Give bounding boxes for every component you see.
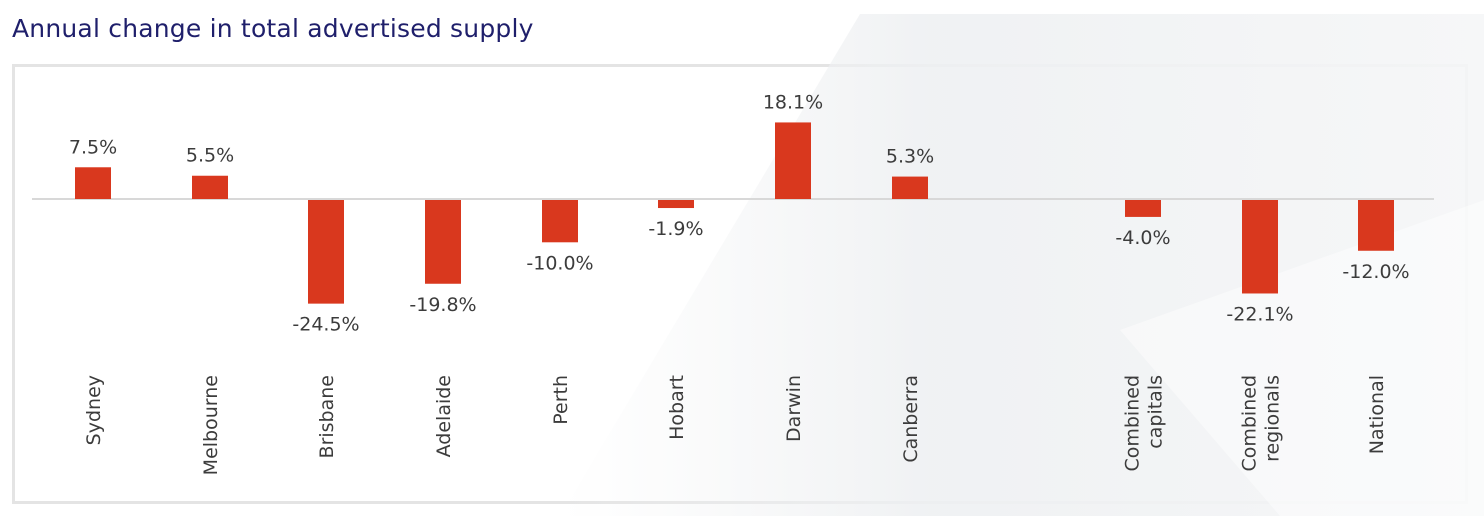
category-label: capitals [1145,375,1167,449]
bar [1125,200,1161,217]
value-label: 18.1% [763,91,823,113]
bar [75,167,111,199]
category-label: Adelaide [433,375,455,457]
chart-title: Annual change in total advertised supply [12,14,534,43]
value-label: -1.9% [648,218,703,240]
category-label: Brisbane [316,375,338,458]
category-label: Canberra [900,375,922,463]
category-label: regionals [1262,375,1284,462]
category-labels-group: Sydney Melbourne Brisbane Adelaide Perth Hoba… [83,375,1388,475]
value-label: -4.0% [1115,227,1170,249]
category-label: Combined [1239,375,1261,472]
category-label: Hobart [666,375,688,440]
category-label: Perth [550,375,572,425]
value-label: -10.0% [526,252,593,274]
value-label: -19.8% [409,294,476,316]
category-label: Melbourne [200,375,222,475]
bar [542,200,578,243]
bar [192,175,228,199]
category-label: Sydney [83,375,105,445]
bar [425,200,461,284]
value-label: -12.0% [1342,261,1409,283]
bar [892,176,928,199]
category-label: Combined [1122,375,1144,472]
value-label: -24.5% [292,314,359,336]
bar [308,200,344,304]
bar [1242,200,1278,294]
bar [1358,200,1394,251]
value-label: -22.1% [1226,303,1293,325]
bars-group [75,122,1394,304]
category-label: National [1366,375,1388,454]
value-label: 5.5% [186,145,234,167]
value-label: 5.3% [886,146,934,168]
value-labels-group: 7.5% 5.5% -24.5% -19.8% -10.0% -1.9% 18.1% 5.3%… [69,91,1410,335]
value-label: 7.5% [69,136,117,158]
bar [775,122,811,199]
bar [658,200,694,209]
category-label: Darwin [783,375,805,442]
